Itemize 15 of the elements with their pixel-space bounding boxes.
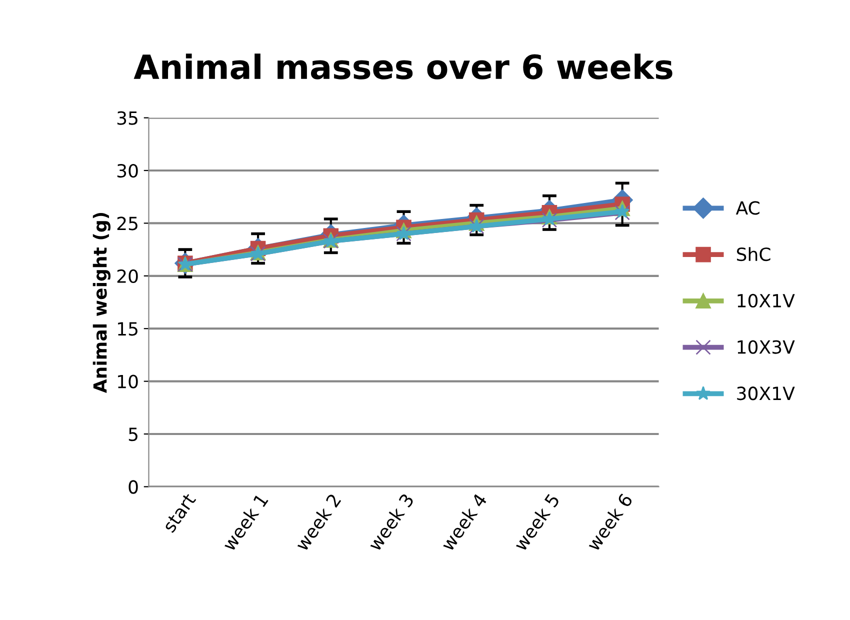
y-tick-label: 10 — [118, 374, 138, 388]
y-tick-label: 5 — [128, 428, 138, 442]
y-tick-label: 20 — [117, 269, 138, 284]
y-tick-label: 25 — [117, 216, 138, 230]
legend-label: 10X1V — [738, 294, 795, 308]
chart-title: Animal masses over 6 weeks — [134, 54, 672, 80]
y-tick-label: 35 — [117, 111, 138, 125]
y-axis-title: Animal weight (g) — [92, 212, 110, 394]
legend-label: AC — [736, 201, 760, 215]
y-tick-label: 0 — [128, 480, 138, 494]
legend-label: ShC — [736, 247, 770, 262]
y-tick-label: 15 — [118, 322, 138, 336]
legend-label: 30X1V — [737, 386, 795, 400]
y-tick-label: 30 — [117, 164, 138, 178]
legend-label: 10X3V — [738, 340, 795, 354]
